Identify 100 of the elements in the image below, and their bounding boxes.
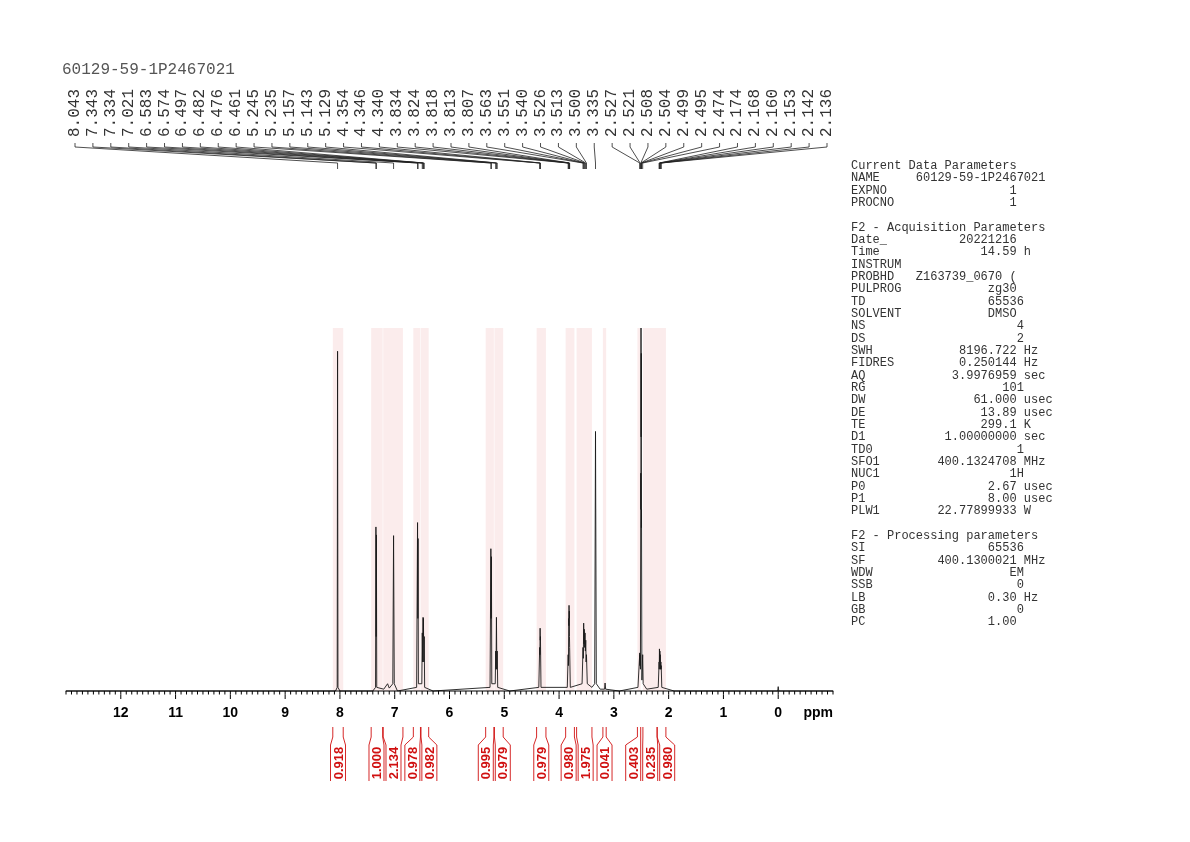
text: PROCNO 1 — [851, 195, 1018, 210]
band-label: 1.000 — [368, 746, 384, 780]
annotation: 3.513 — [549, 88, 568, 137]
text: SWH 8196.722 Hz — [851, 343, 1040, 358]
text: TD 65536 — [851, 294, 1025, 309]
annotation: 8.043 — [66, 88, 84, 137]
annotation: 5.245 — [245, 88, 264, 137]
annotation: 5.143 — [298, 88, 317, 137]
band-label: 0.918 — [330, 746, 346, 780]
x-tick-label: 2 — [664, 703, 673, 720]
text: SI 65536 — [851, 541, 1024, 556]
annotation: 2.174 — [728, 88, 747, 137]
text: D1 1.00000000 sec — [851, 430, 1047, 445]
x-tick-label: 11 — [168, 703, 184, 720]
text: SFO1 400.1324708 MHz — [851, 454, 1047, 469]
text: EXPNO 1 — [851, 183, 1018, 198]
annotation: 7.021 — [119, 88, 138, 137]
band-label: 0.235 — [642, 746, 658, 780]
annotation: 2.160 — [764, 88, 783, 137]
text: INSTRUM — [851, 257, 903, 272]
x-tick-label: 0 — [774, 703, 783, 720]
annotation: 6.482 — [191, 88, 210, 137]
annotation: 2.142 — [800, 88, 819, 137]
annotation: 2.168 — [746, 88, 765, 137]
annotation: 3.834 — [388, 88, 407, 137]
band-label: 2.134 — [385, 745, 401, 780]
text: RG 101 — [851, 380, 1025, 395]
x-tick-label: 3 — [609, 703, 618, 720]
text: F2 - Processing parameters — [851, 528, 1040, 543]
annotation: 5.157 — [280, 88, 299, 137]
annotation: 3.563 — [477, 88, 496, 137]
band-label: 0.980 — [561, 746, 577, 780]
text: SSB 0 — [851, 578, 1024, 593]
annotation: 2.521 — [621, 88, 640, 137]
annotation: 4.354 — [334, 88, 353, 137]
text: DW 61.000 usec — [851, 393, 1053, 408]
annotation: 3.807 — [459, 88, 478, 137]
annotation: 3.335 — [585, 88, 604, 137]
band-label: 0.980 — [659, 746, 675, 780]
annotation: 4.340 — [370, 88, 389, 137]
text: P1 8.00 usec — [851, 491, 1053, 506]
annotation: 3.824 — [406, 88, 425, 137]
text: SOLVENT DMSO — [851, 306, 1017, 321]
annotation: 5.235 — [262, 88, 281, 137]
text: F2 - Acquisition Parameters — [851, 220, 1047, 235]
text: PROBHD Z163739_0670 ( — [851, 269, 1018, 284]
x-tick-label: 7 — [390, 703, 399, 720]
text: DE 13.89 usec — [851, 405, 1053, 420]
text: PC 1.00 — [851, 615, 1018, 630]
annotation: 2.495 — [692, 88, 711, 137]
text: PLW1 22.77899933 W — [851, 504, 1033, 519]
annotation: 4.346 — [352, 88, 371, 137]
x-tick-label: 1 — [719, 703, 728, 720]
annotation: 6.574 — [155, 88, 174, 137]
text: TE 299.1 K — [851, 417, 1033, 432]
chart-title: 60129-59-1P2467021 — [62, 61, 235, 79]
annotation: 3.540 — [513, 88, 532, 137]
text: GB 0 — [851, 602, 1025, 617]
annotation: 6.476 — [209, 88, 228, 137]
annotation: 3.526 — [531, 88, 550, 137]
x-tick-label: 12 — [113, 703, 129, 720]
annotation: 3.500 — [567, 88, 586, 137]
text: TD0 1 — [851, 442, 1024, 457]
band-label: 0.978 — [404, 746, 420, 780]
band-label: 1.975 — [578, 746, 594, 780]
band-label: 0.979 — [533, 746, 549, 780]
text: NS 4 — [851, 319, 1025, 334]
annotation: 7.343 — [83, 88, 102, 137]
annotation: 2.508 — [638, 88, 657, 137]
band-label: 0.403 — [625, 746, 641, 780]
annotation: 2.136 — [818, 88, 836, 137]
x-tick-label: 10 — [222, 703, 239, 720]
annotation: 2.504 — [656, 88, 675, 137]
x-tick-label: 8 — [336, 703, 345, 720]
text: SF 400.1300021 MHz — [851, 553, 1046, 568]
annotation: 2.474 — [710, 88, 729, 137]
band-label: 0.041 — [597, 746, 613, 780]
annotation: 7.334 — [101, 88, 120, 137]
x-tick-label: 9 — [281, 703, 290, 720]
annotation: 2.499 — [674, 88, 693, 137]
text: Time 14.59 h — [851, 245, 1033, 260]
x-tick-label: 6 — [445, 703, 454, 720]
band-label: 0.995 — [478, 746, 494, 780]
text: NAME 60129-59-1P2467021 — [851, 171, 1046, 186]
annotation: 3.551 — [495, 88, 514, 137]
band-label: 0.979 — [495, 746, 511, 780]
annotation: 3.818 — [424, 88, 443, 137]
annotation: 3.813 — [442, 88, 460, 137]
text: AQ 3.9976959 sec — [851, 368, 1047, 383]
annotation: 2.153 — [782, 88, 801, 137]
annotation: 5.129 — [316, 88, 335, 137]
text: P0 2.67 usec — [851, 479, 1053, 494]
x-tick-label: 5 — [500, 703, 509, 720]
x-axis-title: ppm — [803, 704, 833, 720]
annotation: 6.461 — [227, 88, 246, 137]
text: FIDRES 0.250144 Hz — [851, 356, 1040, 371]
annotation: 2.527 — [603, 88, 622, 137]
text: DS 2 — [851, 331, 1024, 346]
text: LB 0.30 Hz — [851, 590, 1040, 605]
text: PULPROG zg30 — [851, 282, 1017, 297]
